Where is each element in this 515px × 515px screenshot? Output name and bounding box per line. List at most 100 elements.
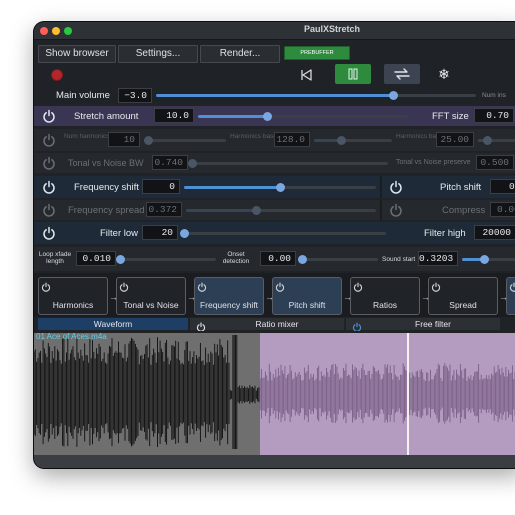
pitch-shift-power-icon[interactable] <box>389 180 403 194</box>
loop-xfade-length-label: Loop xfade length <box>38 251 72 265</box>
waveform-graphic <box>34 331 515 455</box>
module-next[interactable] <box>506 277 515 315</box>
compress-power-icon[interactable] <box>389 203 403 217</box>
module-label: Spread <box>449 300 477 310</box>
module-ratios[interactable]: Ratios <box>350 277 420 315</box>
num-ins-label: Num ins <box>482 92 506 99</box>
power-icon <box>119 279 129 292</box>
tonal-noise-bw-label: Tonal vs Noise BW <box>68 158 144 168</box>
filter-high-value[interactable]: 20000 <box>474 225 515 240</box>
settings-button[interactable]: Settings... <box>118 45 198 63</box>
render-button[interactable]: Render... <box>200 45 280 63</box>
slider-knob <box>188 159 197 168</box>
slider-knob <box>298 255 307 264</box>
close-window-button[interactable] <box>40 27 48 35</box>
module-harmonics[interactable]: Harmonics <box>38 277 108 315</box>
pitch-shift-value[interactable]: 0. <box>490 179 515 194</box>
onset-detection-value[interactable]: 0.00 <box>260 251 296 266</box>
tab-free-filter[interactable]: Free filter <box>346 318 500 330</box>
record-button[interactable] <box>51 69 63 81</box>
loop-xfade-length-value[interactable]: 0.010 <box>76 251 116 266</box>
harmonics-base-freq-value[interactable]: 128.0 <box>274 132 310 147</box>
prebuffer-button[interactable]: PREBUFFER <box>284 46 350 60</box>
module-pitch-shift[interactable]: Pitch shift <box>272 277 342 315</box>
tab-ratio-mixer[interactable]: Ratio mixer <box>190 318 344 330</box>
waveform-view[interactable]: 01 Ace of Aces.m4a <box>34 331 515 455</box>
waveform-file-name: 01 Ace of Aces.m4a <box>36 332 107 341</box>
tonal-noise-bw-slider[interactable] <box>188 159 388 168</box>
power-icon <box>197 279 207 292</box>
arrow-icon: → <box>109 292 118 302</box>
tonal-noise-bw-value[interactable]: 0.740 <box>152 155 188 170</box>
slider-knob <box>388 91 398 100</box>
power-icon <box>275 279 285 292</box>
power-icon <box>353 279 363 292</box>
filter-low-slider[interactable] <box>180 229 386 238</box>
title-bar: PaulXStretch <box>34 22 515 40</box>
minimize-window-button[interactable] <box>52 27 60 35</box>
main-volume-slider[interactable] <box>156 91 476 100</box>
waveform-scrollbar[interactable] <box>34 455 515 468</box>
window-title: PaulXStretch <box>304 24 361 34</box>
harmonics-bandwidth-label: Harmonics bandwidth <box>396 133 459 140</box>
frequency-spread-value[interactable]: 0.372 <box>146 202 182 217</box>
fft-size-value[interactable]: 0.70 <box>474 108 514 123</box>
harmonics-power-icon[interactable] <box>42 133 56 147</box>
onset-detection-slider[interactable] <box>298 255 378 264</box>
frequency-shift-power-icon[interactable] <box>42 180 56 194</box>
loop-toggle-button[interactable] <box>384 64 420 84</box>
playhead <box>407 331 409 455</box>
compress-label: Compress <box>442 205 486 216</box>
slider-knob <box>479 255 489 264</box>
frequency-shift-slider[interactable] <box>184 183 376 192</box>
module-label: Pitch shift <box>288 300 326 310</box>
frequency-spread-slider[interactable] <box>186 206 376 215</box>
onset-detection-label: Onset detection <box>222 251 250 265</box>
free-filter-power-icon[interactable] <box>352 319 362 332</box>
module-spread[interactable]: Spread <box>428 277 498 315</box>
sound-start-label: Sound start <box>382 256 416 263</box>
power-icon <box>431 279 441 292</box>
stretch-power-icon[interactable] <box>42 109 56 123</box>
main-volume-value[interactable]: −3.0 <box>118 88 152 103</box>
module-label: Frequency shift <box>199 300 259 310</box>
filter-low-label: Filter low <box>100 228 139 239</box>
frequency-spread-label: Frequency spread <box>68 205 145 216</box>
pause-icon <box>348 68 358 80</box>
stretch-amount-slider[interactable] <box>198 112 408 121</box>
module-frequency-shift[interactable]: Frequency shift <box>194 277 264 315</box>
slider-knob <box>180 229 189 238</box>
module-tonal-noise[interactable]: Tonal vs Noise <box>116 277 186 315</box>
filter-power-icon[interactable] <box>42 226 56 240</box>
power-icon <box>509 279 515 292</box>
sound-start-slider[interactable] <box>462 255 515 264</box>
harmonics-base-freq-slider[interactable] <box>314 136 392 145</box>
zoom-window-button[interactable] <box>64 27 72 35</box>
compress-value[interactable]: 0.00 <box>490 202 515 217</box>
slider-knob <box>252 206 262 215</box>
num-harmonics-value[interactable]: 10 <box>108 132 140 147</box>
harmonics-bandwidth-slider[interactable] <box>478 136 515 145</box>
slider-knob <box>263 112 273 121</box>
filter-high-label: Filter high <box>424 228 466 239</box>
play-pause-button[interactable] <box>335 64 371 84</box>
stretch-amount-value[interactable]: 10.0 <box>154 108 194 123</box>
freeze-snowflake-icon[interactable]: ❄ <box>438 66 450 82</box>
sound-start-value[interactable]: 0.3203 <box>418 251 458 266</box>
tab-waveform[interactable]: Waveform <box>38 318 188 330</box>
frequency-shift-value[interactable]: 0 <box>142 179 180 194</box>
ratio-mixer-power-icon[interactable] <box>196 319 206 332</box>
num-harmonics-label: Num harmonics <box>64 133 110 140</box>
tonal-noise-preserve-value[interactable]: 0.500 <box>476 155 514 170</box>
show-browser-button[interactable]: Show browser <box>38 45 116 63</box>
frequency-shift-label: Frequency shift <box>74 182 139 193</box>
filter-low-value[interactable]: 20 <box>142 225 178 240</box>
skip-back-icon <box>301 69 312 81</box>
divider <box>380 200 382 220</box>
num-harmonics-slider[interactable] <box>144 136 226 145</box>
rewind-button[interactable] <box>298 67 314 83</box>
loop-xfade-slider[interactable] <box>116 255 216 264</box>
harmonics-bandwidth-value[interactable]: 25.00 <box>436 132 474 147</box>
frequency-spread-power-icon[interactable] <box>42 203 56 217</box>
tonal-power-icon[interactable] <box>42 156 56 170</box>
